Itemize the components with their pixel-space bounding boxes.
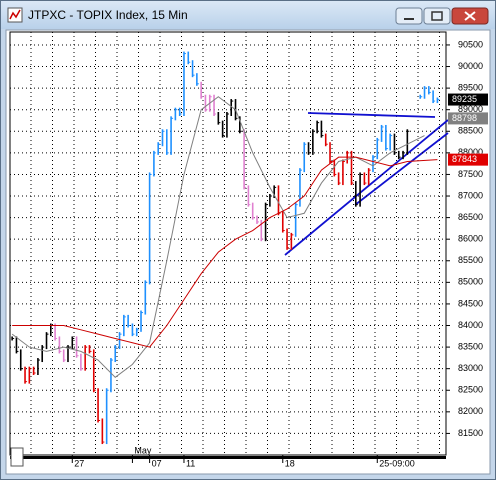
x-tick-label: 27 (74, 458, 84, 468)
price-tag-label: 88798 (452, 113, 477, 123)
y-tick-label: 86500 (458, 212, 483, 222)
window-icon-glyph (9, 9, 21, 20)
trend-line (307, 112, 436, 118)
moving-average (12, 156, 438, 348)
y-tick-label: 89000 (458, 104, 483, 114)
y-tick-label: 88500 (458, 126, 483, 136)
y-tick-label: 83500 (458, 341, 483, 351)
price-tag (448, 112, 488, 125)
x-tick-label: 18 (285, 458, 295, 468)
x-tick-label: 07 (152, 458, 162, 468)
price-tag-label: 89235 (452, 94, 477, 104)
maximize-button[interactable] (423, 7, 451, 25)
y-tick-label: 87500 (458, 169, 483, 179)
maximize-glyph (431, 11, 443, 21)
y-tick-label: 90000 (458, 61, 483, 71)
close-glyph (464, 11, 476, 21)
trend-line (354, 132, 449, 206)
x-tick-label: May (134, 445, 152, 455)
x-tick-label: 11 (186, 458, 195, 468)
price-tag-label: 87843 (452, 154, 477, 164)
trend-line (284, 119, 449, 256)
y-tick-label: 84000 (458, 320, 483, 330)
y-tick-label: 84500 (458, 298, 483, 308)
y-tick-label: 87000 (458, 190, 483, 200)
x-tick-label: 25-09:00 (379, 458, 415, 468)
y-tick-label: 83000 (458, 363, 483, 373)
x-axis-strip (10, 456, 446, 459)
window-title: JTPXC - TOPIX Index, 15 Min (28, 8, 188, 22)
y-tick-label: 81500 (458, 428, 483, 438)
minimize-button[interactable] (395, 7, 423, 25)
y-tick-label: 89500 (458, 82, 483, 92)
y-tick-label: 86000 (458, 234, 483, 244)
y-tick-label: 90500 (458, 39, 483, 49)
price-tag (448, 153, 488, 166)
price-tag (448, 93, 488, 106)
y-tick-label: 82000 (458, 406, 483, 416)
y-tick-label: 88000 (458, 147, 483, 157)
scroll-handle[interactable] (10, 447, 24, 467)
y-tick-label: 82500 (458, 385, 483, 395)
y-tick-label: 85500 (458, 255, 483, 265)
plot-area (9, 31, 447, 456)
y-tick-label: 85000 (458, 277, 483, 287)
